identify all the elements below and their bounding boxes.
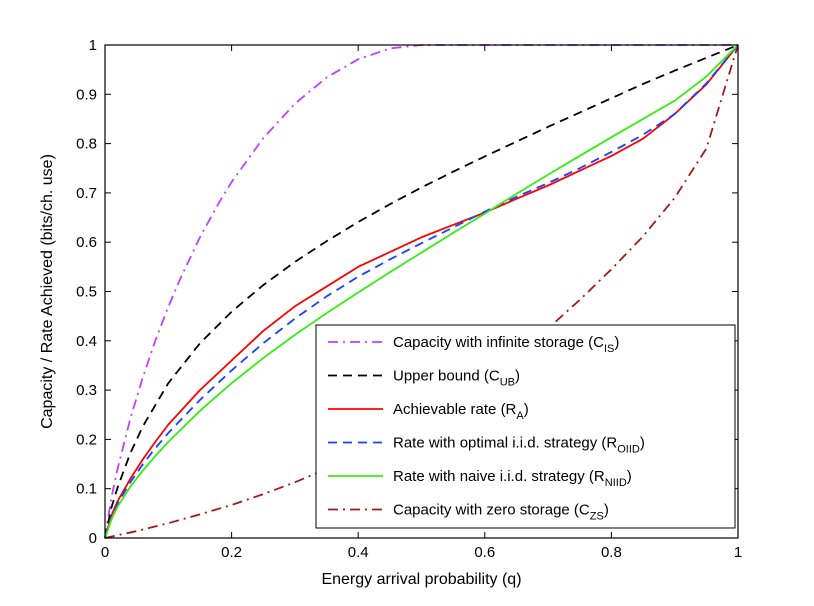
- x-tick-label: 0.4: [348, 544, 369, 561]
- y-tick-label: 0.4: [76, 333, 97, 350]
- x-tick-label: 0: [101, 544, 109, 561]
- x-tick-label: 0.6: [474, 544, 495, 561]
- y-tick-label: 0.3: [76, 382, 97, 399]
- y-tick-label: 0.5: [76, 284, 97, 301]
- x-tick-label: 1: [734, 544, 742, 561]
- y-tick-label: 0.2: [76, 431, 97, 448]
- legend-label-1: Capacity with infinite storage (CIS): [393, 334, 619, 355]
- series-line-5: [104, 44, 739, 539]
- legend-label-2: Upper bound (CUB): [393, 368, 520, 389]
- y-tick-label: 0.8: [76, 136, 97, 153]
- legend-label-4: Rate with optimal i.i.d. strategy (ROIID…: [393, 435, 645, 456]
- y-tick-label: 1: [89, 37, 97, 54]
- y-tick-label: 0.7: [76, 185, 97, 202]
- x-tick-label: 0.8: [601, 544, 622, 561]
- legend-label-5: Rate with naive i.i.d. strategy (RNIID): [393, 468, 632, 489]
- series-line-2: [104, 44, 739, 539]
- y-tick-label: 0.6: [76, 234, 97, 251]
- legend-box: [315, 324, 736, 529]
- legend-label-6: Capacity with zero storage (CZS): [393, 502, 609, 523]
- ticks-layer: 0 0.2 0.4 0.6 0.8 1 0 0.1 0.2 0.3 0.4 0.5 0.6 0.7 0.8 0…: [76, 37, 742, 561]
- y-tick-label: 0.1: [76, 481, 97, 498]
- y-tick-label: 0: [89, 530, 97, 547]
- y-tick-label: 0.9: [76, 86, 97, 103]
- y-axis-title: Capacity / Rate Achieved (bits/ch. use): [39, 154, 56, 429]
- x-axis-title: Energy arrival probability (q): [321, 571, 521, 588]
- series-line-4: [104, 44, 739, 539]
- legend-label-3: Achievable rate (RA): [393, 401, 529, 422]
- x-tick-label: 0.2: [221, 544, 242, 561]
- series-line-3: [104, 44, 739, 539]
- legend: Capacity with infinite storage (CIS) Uppe…: [315, 324, 736, 529]
